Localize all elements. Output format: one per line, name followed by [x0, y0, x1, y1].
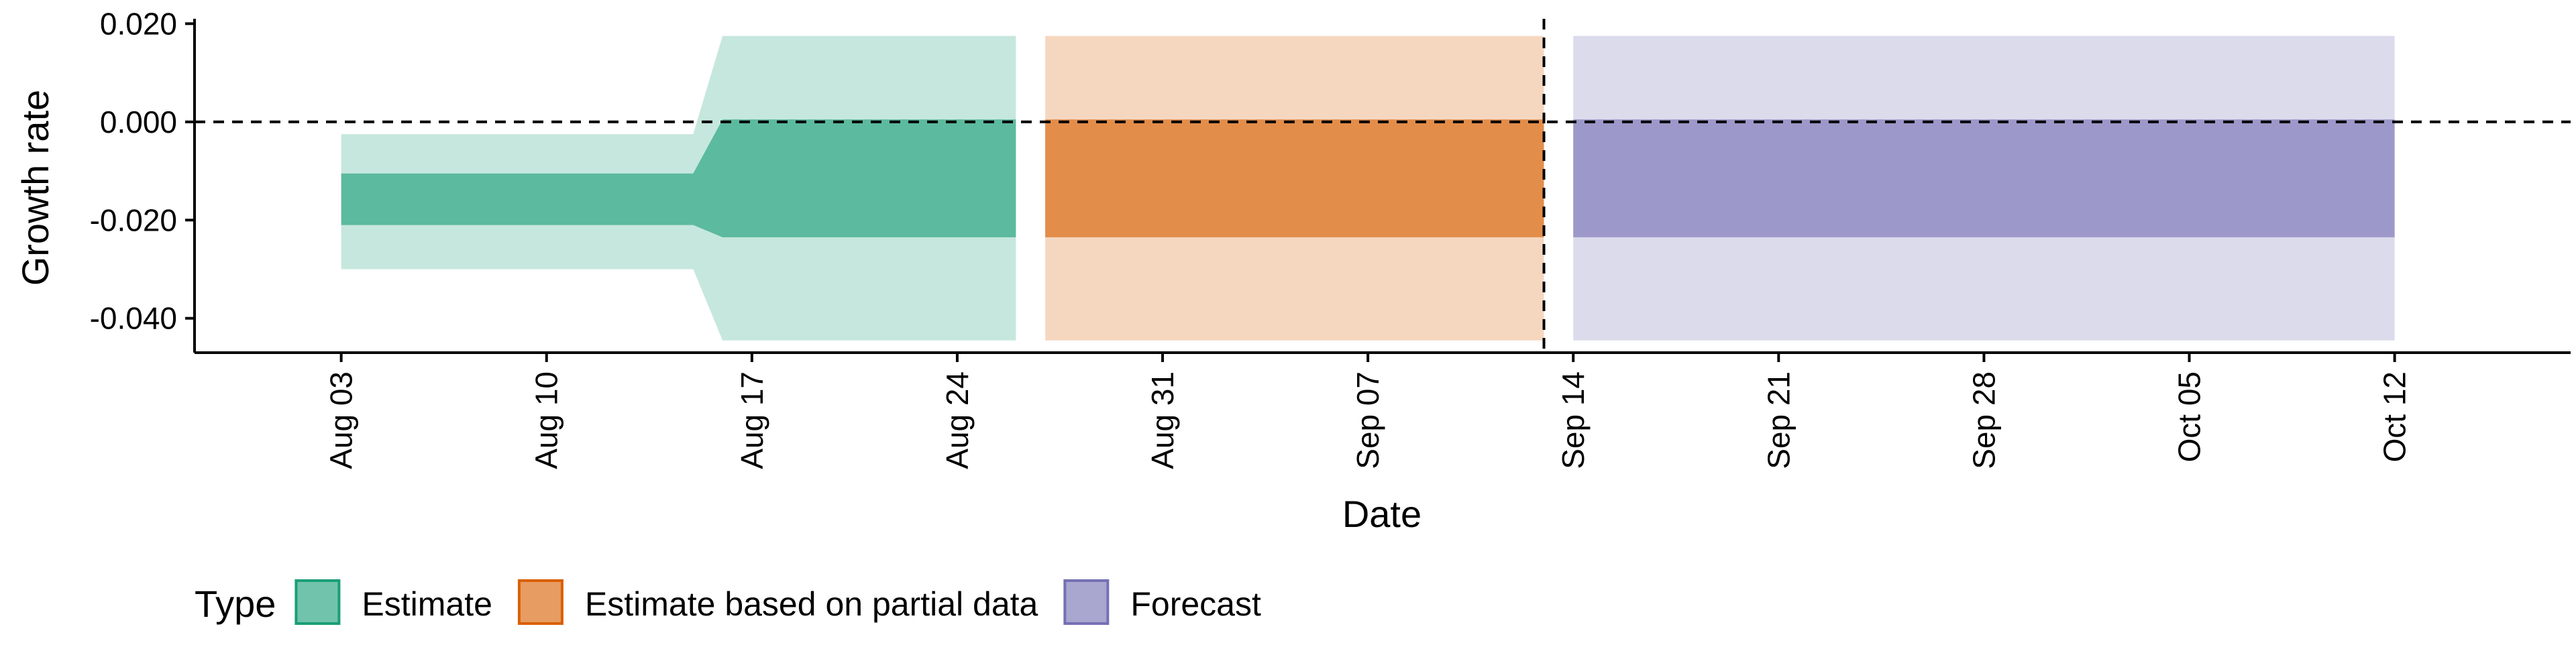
x-tick-label: Aug 10 [529, 371, 564, 469]
legend: Type Estimate Estimate based on partial d… [195, 579, 1261, 625]
x-tick-label: Aug 17 [735, 371, 769, 469]
x-tick-label: Oct 05 [2172, 371, 2207, 463]
x-tick-label: Sep 28 [1966, 371, 2001, 469]
axes: 0.020 0.000 -0.020 -0.040 Aug 03 Aug 10 Aug 17… [90, 6, 2571, 469]
x-tick-label: Oct 12 [2377, 371, 2412, 463]
y-tick-label: 0.020 [100, 6, 177, 41]
legend-label-estimate: Estimate [362, 585, 492, 623]
legend-title: Type [195, 583, 276, 625]
band-inner-estimate-based-on-partial-data [1045, 119, 1544, 237]
y-tick-label: -0.040 [90, 301, 177, 336]
x-tick-label: Sep 14 [1556, 371, 1591, 469]
x-tick-label: Aug 03 [324, 371, 359, 469]
ribbon-bands [341, 36, 2395, 341]
x-tick-label: Sep 07 [1350, 371, 1385, 469]
legend-swatch-forecast [1063, 579, 1110, 625]
y-tick-label: 0.000 [100, 105, 177, 139]
x-tick-label: Aug 24 [940, 371, 975, 469]
y-axis-title: Growth rate [14, 90, 56, 286]
legend-swatch-estimate-based-on-partial-data [517, 579, 564, 625]
x-tick-label: Sep 21 [1761, 371, 1796, 469]
legend-label-forecast: Forecast [1130, 585, 1261, 623]
band-inner-forecast [1573, 119, 2395, 237]
legend-swatch-estimate [294, 579, 341, 625]
y-tick-label: -0.020 [90, 202, 177, 237]
x-axis-title: Date [1342, 493, 1421, 535]
x-tick-label: Aug 31 [1145, 371, 1180, 469]
reference-lines [195, 19, 2571, 353]
band-inner-estimate [341, 119, 1016, 237]
legend-label-estimate-based-on-partial-data: Estimate based on partial data [585, 585, 1038, 623]
